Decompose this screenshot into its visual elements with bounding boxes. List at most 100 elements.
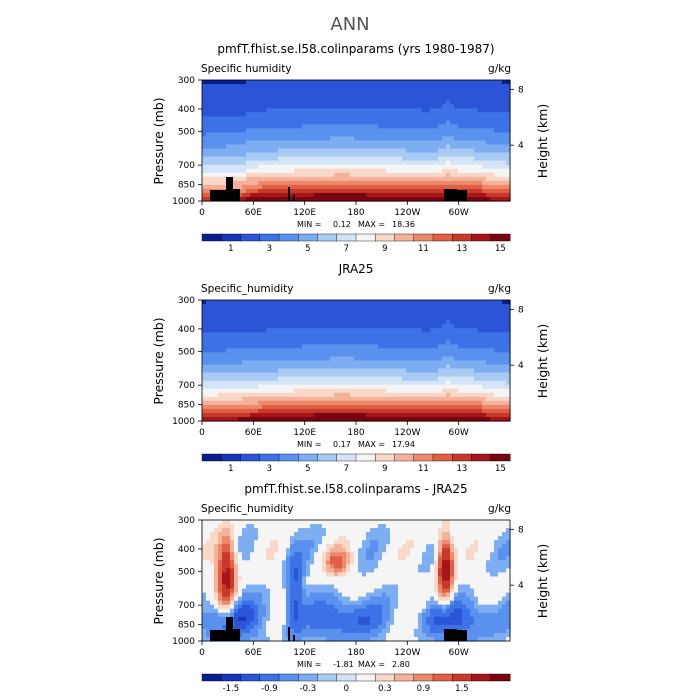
heatmap-cell [394,344,399,349]
heatmap-cell [490,116,495,121]
heatmap-cell [446,332,451,337]
heatmap-cell [234,112,239,117]
heatmap-cell [338,180,343,186]
heatmap-cell [350,308,355,313]
pressure-tick-label: 700 [178,161,195,171]
heatmap-cell [482,336,487,341]
heatmap-cell [358,312,363,317]
heatmap-cell [402,160,407,166]
heatmap-cell [430,336,435,341]
heatmap-cell [370,124,375,129]
heatmap-cell [474,164,479,170]
heatmap-cell [286,176,291,182]
heatmap-cell [414,352,419,358]
heatmap-cell [450,84,455,89]
heatmap-cell [406,144,411,150]
heatmap-cell [330,300,335,305]
heatmap-cell [294,396,299,402]
heatmap-cell [274,168,279,174]
heatmap-cell [474,144,479,150]
heatmap-cell [386,520,391,525]
heatmap-cell [422,180,427,186]
heatmap-cell [318,176,323,182]
heatmap-cell [202,148,207,154]
heatmap-cell [426,140,431,146]
heatmap-cell [282,300,287,305]
heatmap-cell [330,316,335,321]
heatmap-cell [446,128,451,134]
colorbar-swatch [317,453,338,462]
heatmap-cell [418,404,423,410]
heatmap-cell [210,84,215,89]
heatmap-cell [490,364,495,370]
heatmap-cell [358,172,363,178]
heatmap-cell [274,320,279,325]
heatmap-cell [430,176,435,182]
heatmap-cell [270,160,275,166]
heatmap-cell [302,88,307,93]
heatmap-cell [314,88,319,93]
heatmap-cell [330,196,335,202]
heatmap-cell [402,404,407,410]
heatmap-cell [430,528,435,533]
heatmap-cell [290,160,295,166]
heatmap-cell [330,92,335,97]
heatmap-cell [278,116,283,121]
heatmap-cell [266,180,271,186]
heatmap-cell [430,400,435,406]
heatmap-cell [494,176,499,182]
pressure-tick-label: 500 [178,347,195,357]
heatmap-cell [250,360,255,366]
heatmap-cell [418,148,423,154]
heatmap-cell [470,524,475,529]
heatmap-cell [430,368,435,374]
heatmap-cell [298,404,303,410]
heatmap-cell [218,136,223,142]
heatmap-cell [274,324,279,329]
heatmap-cell [486,176,491,182]
heatmap-cell [302,112,307,117]
heatmap-cell [230,116,235,121]
heatmap-cell [210,324,215,329]
heatmap-cell [226,148,231,154]
heatmap-cell [494,120,499,125]
heatmap-cell [482,164,487,170]
heatmap-cell [270,304,275,309]
heatmap-cell [418,112,423,117]
heatmap-cell [358,148,363,154]
heatmap-cell [286,180,291,186]
heatmap-cell [214,164,219,170]
heatmap-cell [326,164,331,170]
heatmap-cell [334,112,339,117]
heatmap-cell [470,328,475,333]
heatmap-cell [374,192,379,198]
heatmap-cell [258,188,263,194]
heatmap-cell [466,368,471,374]
heatmap-cell [474,84,479,89]
heatmap-cell [442,368,447,374]
heatmap-cell [282,96,287,101]
heatmap-cell [206,172,211,178]
heatmap-cell [274,116,279,121]
heatmap-cell [422,168,427,174]
heatmap-cell [290,324,295,329]
heatmap-cell [430,96,435,101]
heatmap-cell [278,368,283,374]
heatmap-cell [506,320,511,325]
heatmap-cell [430,396,435,402]
heatmap-cell [502,308,507,313]
heatmap-cell [334,160,339,166]
heatmap-cell [214,528,219,533]
heatmap-cell [306,96,311,101]
heatmap-cell [374,348,379,354]
heatmap-cell [402,376,407,382]
heatmap-cell [494,368,499,374]
heatmap-cell [442,160,447,166]
heatmap-cell [314,300,319,305]
heatmap-cell [486,412,491,418]
heatmap-cell [250,528,255,533]
heatmap-cell [254,104,259,109]
heatmap-cell [326,404,331,410]
heatmap-cell [474,404,479,410]
heatmap-cell [270,164,275,170]
